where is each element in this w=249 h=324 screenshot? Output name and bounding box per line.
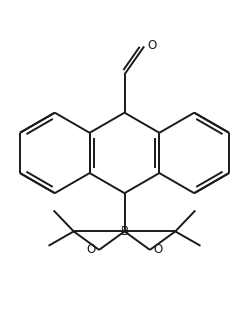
Text: O: O	[86, 243, 95, 256]
Text: O: O	[154, 243, 163, 256]
Text: O: O	[148, 39, 157, 52]
Text: B: B	[121, 225, 128, 238]
